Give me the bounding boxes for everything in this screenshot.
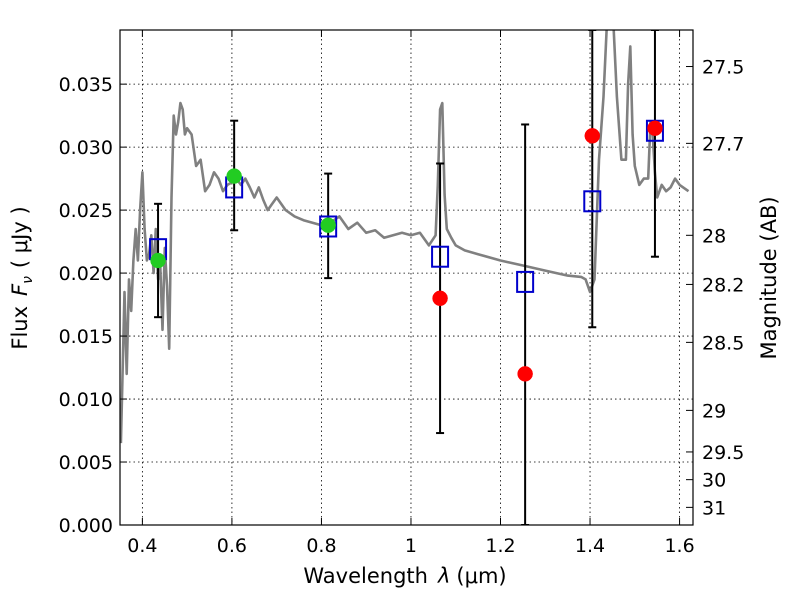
x-tick-label: 0.8	[306, 535, 336, 557]
x-tick-labels: 0.4 0.6 0.8 1 1.2 1.4 1.6	[127, 535, 694, 557]
y-tick-label: 0.025	[59, 200, 113, 222]
model-spectrum-line	[120, 30, 690, 444]
detection-point	[320, 217, 336, 233]
axis-ticks	[120, 30, 693, 526]
x-tick-label: 1.2	[485, 535, 515, 557]
y2-tick-label: 27.7	[702, 133, 744, 155]
y-axis-title: FluxFν( μJy )	[8, 206, 36, 349]
detection-point	[226, 168, 242, 184]
y2-axis-title: Magnitude (AB)	[757, 196, 781, 359]
y2-tick-label: 28.5	[702, 332, 744, 354]
model-photometry-square	[319, 215, 338, 238]
non-detection-point	[584, 128, 601, 144]
model-spectrum-layer	[120, 30, 690, 444]
y-tick-label: 0.030	[59, 137, 113, 159]
y-tick-labels: 0.000 0.005 0.010 0.015 0.020 0.025 0.030 0.035	[59, 74, 113, 537]
model-photometry-layer	[149, 119, 664, 293]
detection-point	[150, 252, 166, 269]
observed-photometry-layer	[150, 120, 663, 382]
y2-tick-label: 28	[702, 225, 726, 247]
non-detection-point	[647, 120, 663, 136]
y2-tick-labels: 27.5 27.7 28 28.2 28.5 29 29.5 30 31	[702, 57, 744, 520]
grid-lines	[120, 30, 693, 526]
y-tick-label: 0.015	[59, 326, 113, 348]
x-tick-label: 1	[405, 535, 417, 557]
y-tick-label: 0.035	[59, 74, 113, 96]
x-tick-label: 1.4	[575, 535, 605, 557]
y2-tick-label: 28.2	[702, 274, 744, 296]
y-tick-label: 0.020	[59, 263, 113, 285]
non-detection-point	[432, 290, 448, 307]
y-tick-label: 0.000	[59, 515, 113, 537]
y-tick-label: 0.005	[59, 452, 113, 474]
model-photometry-square	[516, 270, 535, 293]
x-tick-label: 1.6	[664, 535, 694, 557]
model-photometry-square	[583, 190, 602, 213]
y2-tick-label: 27.5	[702, 57, 744, 79]
x-tick-label: 0.4	[127, 535, 157, 557]
plot-frame	[119, 29, 694, 526]
x-axis-title: Wavelength λ (μm)	[303, 564, 506, 588]
y-tick-label: 0.010	[59, 389, 113, 411]
non-detection-point	[517, 366, 533, 382]
model-photometry-square	[431, 245, 450, 268]
x-tick-label: 0.6	[217, 535, 247, 557]
y2-tick-label: 31	[702, 497, 726, 519]
y2-tick-label: 29.5	[702, 442, 744, 464]
y2-tick-label: 29	[702, 400, 726, 422]
y2-tick-label: 30	[702, 470, 726, 492]
